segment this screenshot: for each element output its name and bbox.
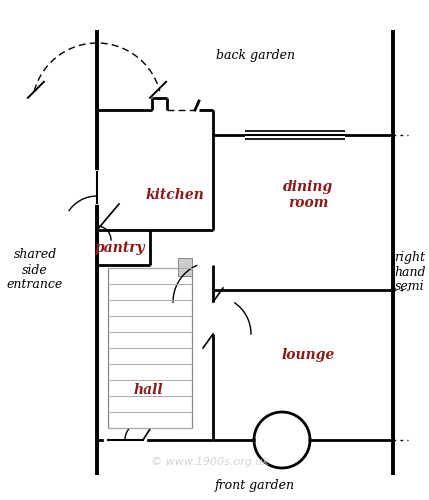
Text: dining
room: dining room [283,180,333,210]
Text: shared
side
entrance: shared side entrance [7,248,63,292]
Text: © www.1900s.org.uk: © www.1900s.org.uk [151,457,269,467]
Text: hall: hall [133,383,163,397]
Text: front garden: front garden [215,480,295,492]
Text: right
hand
semi: right hand semi [394,250,426,294]
Bar [178,258,192,276]
Text: back garden: back garden [215,48,294,62]
Bar [108,268,192,428]
Text: kitchen: kitchen [145,188,205,202]
Text: lounge: lounge [281,348,335,362]
Text: pantry: pantry [95,241,145,255]
